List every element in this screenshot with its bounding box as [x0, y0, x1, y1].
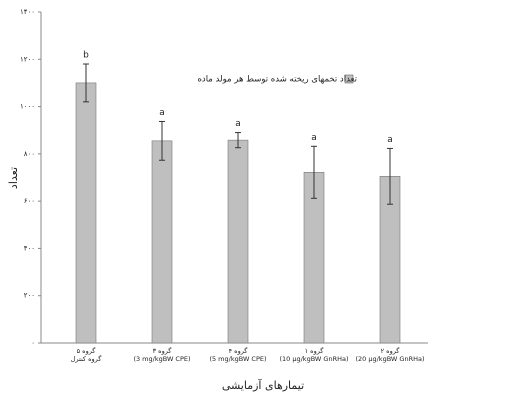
significance-letter: a	[159, 108, 165, 118]
significance-letter: a	[235, 119, 241, 129]
bar	[151, 140, 173, 344]
x-tick-label: (5 mg/kgBW CPE)	[209, 355, 266, 363]
x-tick-label: (3 mg/kgBW CPE)	[133, 355, 190, 363]
y-tick-label: ۲۰۰	[24, 292, 35, 300]
y-tick-label: ۸۰۰	[24, 150, 35, 158]
bar	[227, 139, 249, 344]
x-tick-label: گروه ۴	[229, 347, 249, 355]
x-tick-label: (10 µg/kgBW GnRHa)	[279, 355, 348, 363]
y-tick-label: ۱۰۰۰	[20, 103, 35, 111]
x-tick-label: گروه ۳	[153, 347, 173, 355]
y-tick-label: ۱۲۰۰	[20, 55, 35, 63]
x-axis-label: تیمارهای آزمایشی	[222, 378, 304, 392]
y-tick-label: ۴۰۰	[24, 244, 35, 252]
y-tick-label: ۶۰۰	[24, 197, 35, 205]
significance-letter: a	[387, 135, 393, 145]
y-tick-label: ۰	[31, 339, 35, 347]
y-axis-label: تعداد	[7, 167, 20, 189]
legend-label: تعداد تخمهای ریخته شده توسط هر مولد ماده	[197, 75, 357, 85]
x-tick-label: گروه ۲	[381, 347, 401, 355]
x-tick-label: گروه کنترل	[71, 355, 103, 363]
x-tick-label: (20 µg/kgBW GnRHa)	[355, 355, 424, 363]
significance-letter: a	[311, 133, 317, 143]
x-tick-label: گروه ۵	[77, 347, 97, 355]
significance-letter: b	[83, 51, 89, 61]
legend-swatch	[344, 74, 354, 84]
y-tick-label: ۱۴۰۰	[20, 8, 35, 16]
bar	[75, 82, 97, 344]
x-tick-label: گروه ۱	[305, 347, 325, 355]
